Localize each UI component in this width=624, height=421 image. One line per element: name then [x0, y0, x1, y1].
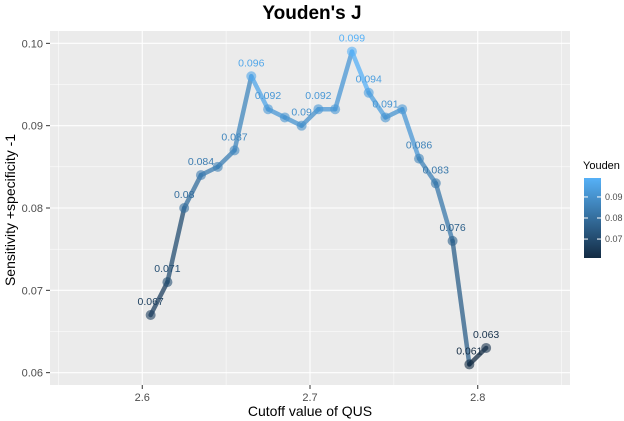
data-labels: 0.067 0.071 0.08 0.084 0.087 0.096 0.092 0.09 0.…	[138, 33, 500, 358]
chart-title: Youden's J	[262, 3, 361, 24]
data-point	[145, 310, 156, 321]
data-point	[363, 87, 374, 98]
data-label: 0.092	[255, 90, 281, 102]
data-label: 0.061	[456, 345, 482, 357]
axis-ticks: 0.06 0.07 0.08 0.09 0.10 2.6 2.7 2.8	[22, 38, 486, 404]
data-label: 0.09	[291, 107, 312, 119]
data-label: 0.092	[305, 90, 331, 102]
data-point	[414, 153, 425, 164]
y-tick-label: 0.09	[22, 121, 43, 133]
data-label: 0.099	[339, 33, 365, 45]
series-segment	[450, 238, 472, 367]
y-axis-title: Sensitivity +specificity -1	[2, 134, 18, 286]
data-label: 0.086	[406, 140, 432, 152]
data-label: 0.063	[473, 329, 499, 341]
series-segment	[232, 74, 254, 153]
data-label: 0.091	[372, 98, 398, 110]
data-point	[346, 46, 357, 57]
series-segment	[332, 49, 355, 112]
data-point	[246, 71, 257, 82]
legend-tick-label: 0.09	[605, 192, 623, 202]
data-label: 0.087	[221, 131, 247, 143]
data-point	[229, 145, 240, 156]
y-tick-label: 0.07	[22, 285, 43, 297]
data-point	[397, 104, 408, 115]
data-label: 0.083	[423, 164, 449, 176]
series-segment	[148, 279, 170, 318]
x-tick-label: 2.6	[135, 392, 150, 404]
series-segment	[165, 205, 187, 285]
data-label: 0.08	[174, 189, 195, 201]
data-point	[380, 112, 391, 123]
legend-title: Youden	[583, 160, 620, 172]
legend-tick-label: 0.08	[605, 213, 623, 223]
data-label: 0.076	[439, 222, 465, 234]
series-segment	[181, 172, 204, 211]
data-point	[212, 161, 223, 172]
series-segment	[400, 106, 422, 161]
grid-lines	[50, 31, 570, 385]
y-tick-label: 0.10	[22, 38, 43, 50]
data-point	[481, 342, 492, 353]
x-tick-label: 2.8	[470, 392, 485, 404]
data-point	[263, 104, 274, 115]
series-segment	[433, 181, 455, 244]
series-segment	[249, 74, 271, 112]
data-point	[464, 359, 475, 370]
data-label: 0.096	[238, 57, 264, 69]
data-point	[430, 178, 441, 189]
y-tick-label: 0.06	[22, 368, 43, 380]
data-label: 0.067	[138, 296, 164, 308]
series-segment	[349, 49, 371, 95]
y-tick-label: 0.08	[22, 203, 43, 215]
data-label: 0.094	[356, 74, 382, 86]
legend-colorbar	[584, 178, 601, 258]
data-point	[195, 170, 206, 181]
data-point	[447, 235, 458, 246]
data-point	[179, 203, 190, 213]
x-tick-label: 2.7	[302, 392, 317, 404]
color-legend: Youden 0.07 0.08 0.09	[583, 160, 623, 258]
legend-tick-label: 0.07	[605, 234, 623, 244]
data-point	[313, 104, 324, 115]
data-point	[296, 120, 307, 131]
data-label: 0.071	[154, 263, 180, 275]
data-point	[162, 277, 173, 288]
data-points	[145, 46, 492, 370]
data-label: 0.084	[188, 156, 214, 168]
x-axis-title: Cutoff value of QUS	[248, 403, 372, 419]
data-point	[279, 112, 290, 123]
data-point	[330, 104, 341, 115]
